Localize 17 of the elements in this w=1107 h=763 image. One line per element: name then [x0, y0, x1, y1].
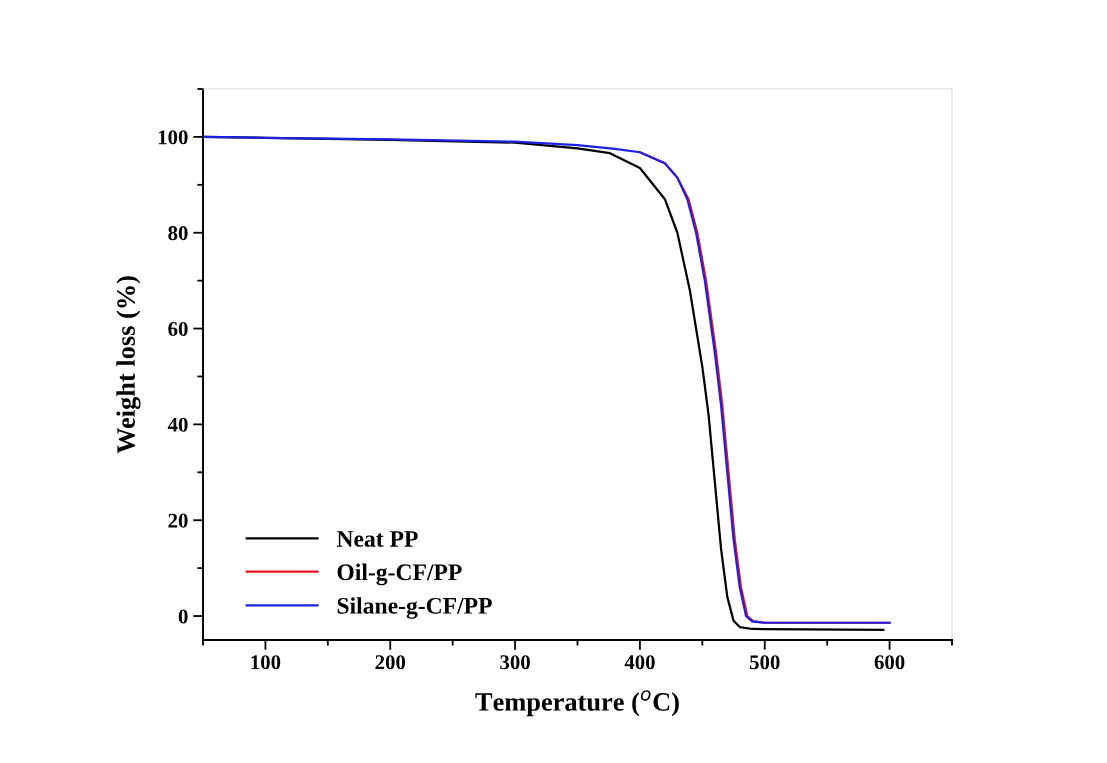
- x-tick-label: 400: [624, 655, 655, 670]
- y-tick-label: 100: [158, 130, 188, 145]
- x-tick-label: 100: [251, 655, 281, 670]
- legend-label: Silane-g-CF/PP: [337, 597, 492, 619]
- legend-label: Neat PP: [336, 531, 418, 547]
- x-tick-label: 500: [749, 655, 780, 670]
- y-tick-label: 60: [168, 321, 188, 336]
- y-tick-label: 0: [178, 609, 188, 624]
- x-tick-label: 200: [375, 655, 406, 670]
- x-axis-title: Temperature ($^{o}$C): [475, 690, 679, 717]
- y-tick-label: 20: [168, 513, 188, 528]
- y-tick-label: 80: [168, 226, 188, 241]
- legend-label: Oil-g-CF/PP: [337, 563, 462, 586]
- y-tick-label: 40: [167, 417, 188, 432]
- x-tick-label: 300: [500, 655, 530, 670]
- y-axis-title: Weight loss (%): [116, 276, 141, 454]
- x-tick-label: 600: [874, 655, 905, 670]
